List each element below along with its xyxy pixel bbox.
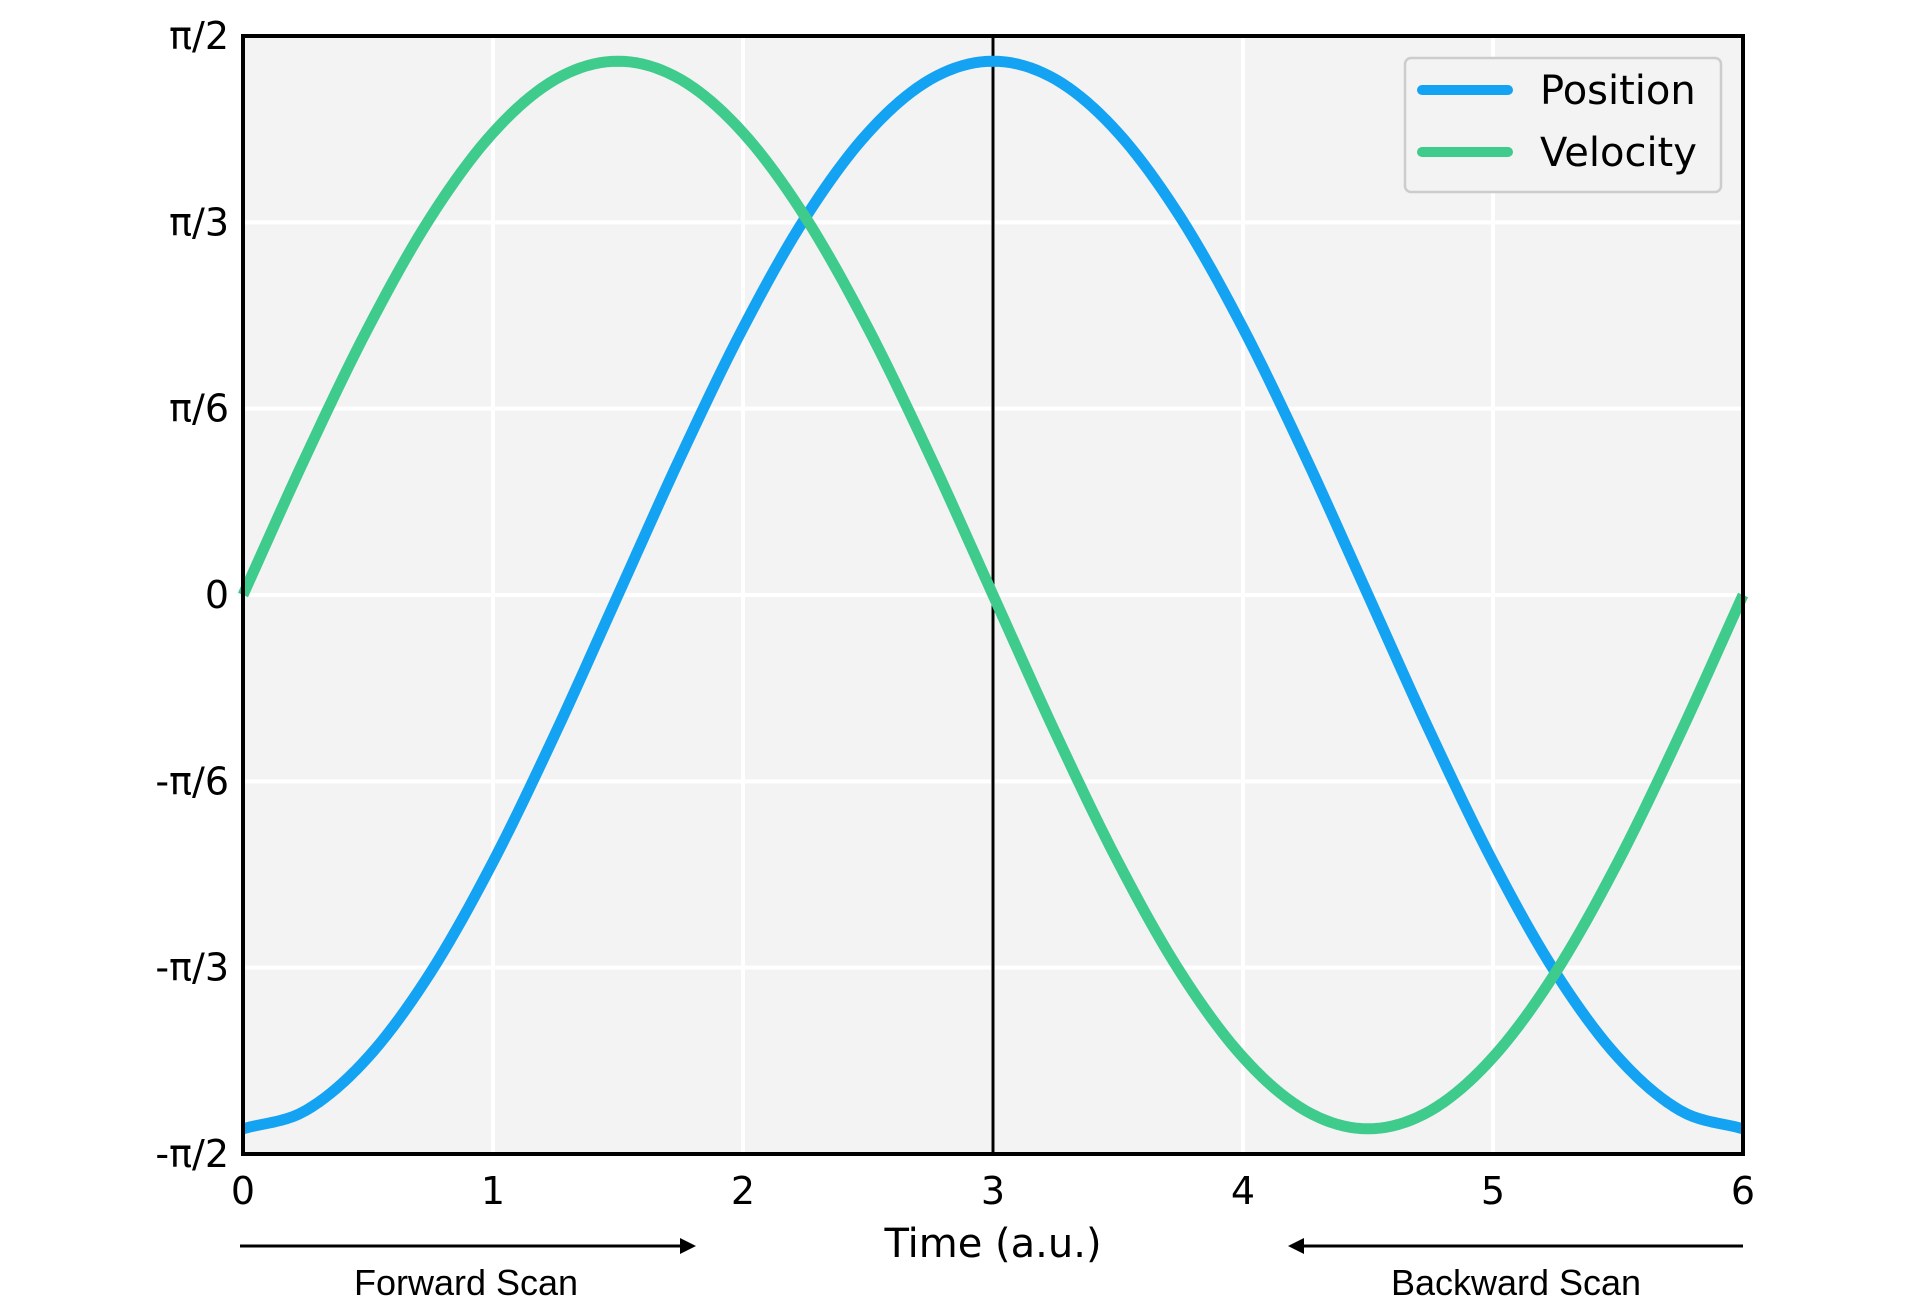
y-tick-label: -π/3 — [155, 946, 229, 990]
series-line-position — [241, 55, 1745, 1135]
x-tick-label: 1 — [481, 1169, 505, 1213]
x-tick-label: 5 — [1481, 1169, 1505, 1213]
y-axis: -π/2 -π/3 -π/6 0 π/6 π/3 π/2 — [155, 14, 229, 1176]
y-tick-label: -π/6 — [155, 759, 229, 803]
forward-scan-label: Forward Scan — [354, 1262, 578, 1303]
backward-scan-label: Backward Scan — [1391, 1262, 1641, 1303]
backward-scan-annotation: Backward Scan — [1288, 1238, 1743, 1303]
x-axis-title: Time (a.u.) — [883, 1221, 1101, 1267]
y-tick-label: 0 — [205, 573, 229, 617]
y-tick-label: π/3 — [169, 200, 229, 244]
y-tick-label: π/6 — [169, 387, 229, 431]
forward-arrowhead-icon — [680, 1238, 696, 1254]
x-tick-label: 3 — [981, 1169, 1005, 1213]
series-layer — [237, 55, 1749, 1135]
y-tick-label: π/2 — [169, 14, 229, 58]
legend-label-velocity: Velocity — [1540, 130, 1697, 176]
forward-scan-annotation: Forward Scan — [240, 1238, 696, 1303]
x-tick-label: 6 — [1731, 1169, 1755, 1213]
series-line-velocity — [237, 55, 1749, 1135]
x-axis: 0 1 2 3 4 5 6 — [231, 1169, 1755, 1213]
x-tick-label: 4 — [1231, 1169, 1255, 1213]
x-tick-label: 0 — [231, 1169, 255, 1213]
y-tick-label: -π/2 — [155, 1132, 229, 1176]
legend-label-position: Position — [1540, 68, 1696, 114]
legend: Position Velocity — [1403, 56, 1723, 194]
backward-arrowhead-icon — [1288, 1238, 1304, 1254]
x-tick-label: 2 — [731, 1169, 755, 1213]
plot-frame — [241, 34, 1745, 1156]
